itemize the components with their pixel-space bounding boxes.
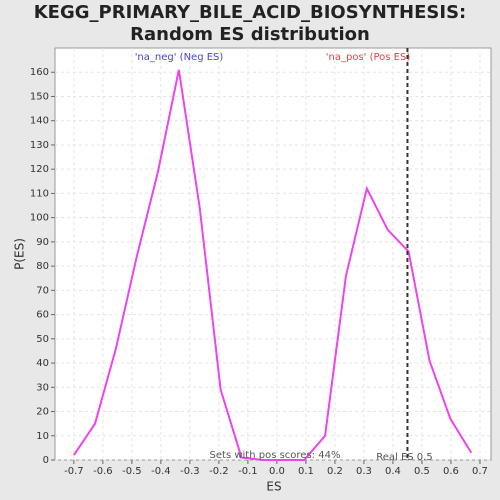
plot-area <box>54 47 492 461</box>
x-tick-label: -0.1 <box>238 466 258 477</box>
x-tick-label: -0.6 <box>93 466 113 477</box>
y-tick-label: 0 <box>43 455 49 466</box>
x-tick-label: 0.1 <box>298 466 314 477</box>
x-axis-label: ES <box>266 480 281 494</box>
real-es-label: Real ES 0.5 <box>376 452 432 463</box>
x-tick-label: -0.3 <box>180 466 200 477</box>
x-tick-label: -0.4 <box>151 466 171 477</box>
y-tick-label: 90 <box>36 237 49 248</box>
chart-title: KEGG_PRIMARY_BILE_ACID_BIOSYNTHESIS: Ran… <box>33 2 467 45</box>
pos-scores: Sets with pos scores: 44% <box>210 450 341 461</box>
x-tick-label: -0.2 <box>209 466 229 477</box>
x-tick-label: 0.4 <box>385 466 401 477</box>
x-tick-label: 0.2 <box>327 466 343 477</box>
y-tick-label: 30 <box>36 382 49 393</box>
x-tick-label: -0.5 <box>122 466 142 477</box>
y-tick-label: 130 <box>30 140 49 151</box>
y-tick-label: 50 <box>36 334 49 345</box>
es-line <box>73 69 473 461</box>
neg-label: 'na_neg' (Neg ES) <box>135 52 224 63</box>
y-tick-label: 110 <box>30 188 49 199</box>
x-tick-label: 0.0 <box>269 466 285 477</box>
pos-label: 'na_pos' (Pos ES) <box>326 52 411 63</box>
x-tick-label: -0.7 <box>64 466 84 477</box>
y-tick-label: 120 <box>30 164 49 175</box>
x-tick-label: 0.3 <box>356 466 372 477</box>
y-tick-label: 80 <box>36 261 49 272</box>
y-tick-label: 140 <box>30 116 49 127</box>
x-tick-label: 0.6 <box>443 466 459 477</box>
y-tick-label: 100 <box>30 213 49 224</box>
y-tick-label: 150 <box>30 91 49 102</box>
x-tick-label: 0.5 <box>414 466 430 477</box>
y-tick-label: 160 <box>30 67 49 78</box>
y-tick-label: 60 <box>36 310 49 321</box>
y-tick-label: 20 <box>36 407 49 418</box>
y-tick-label: 70 <box>36 285 49 296</box>
x-tick-label: 0.7 <box>472 466 488 477</box>
y-tick-label: 40 <box>36 358 49 369</box>
y-tick-label: 10 <box>36 431 49 442</box>
y-axis-label: P(ES) <box>13 238 27 270</box>
